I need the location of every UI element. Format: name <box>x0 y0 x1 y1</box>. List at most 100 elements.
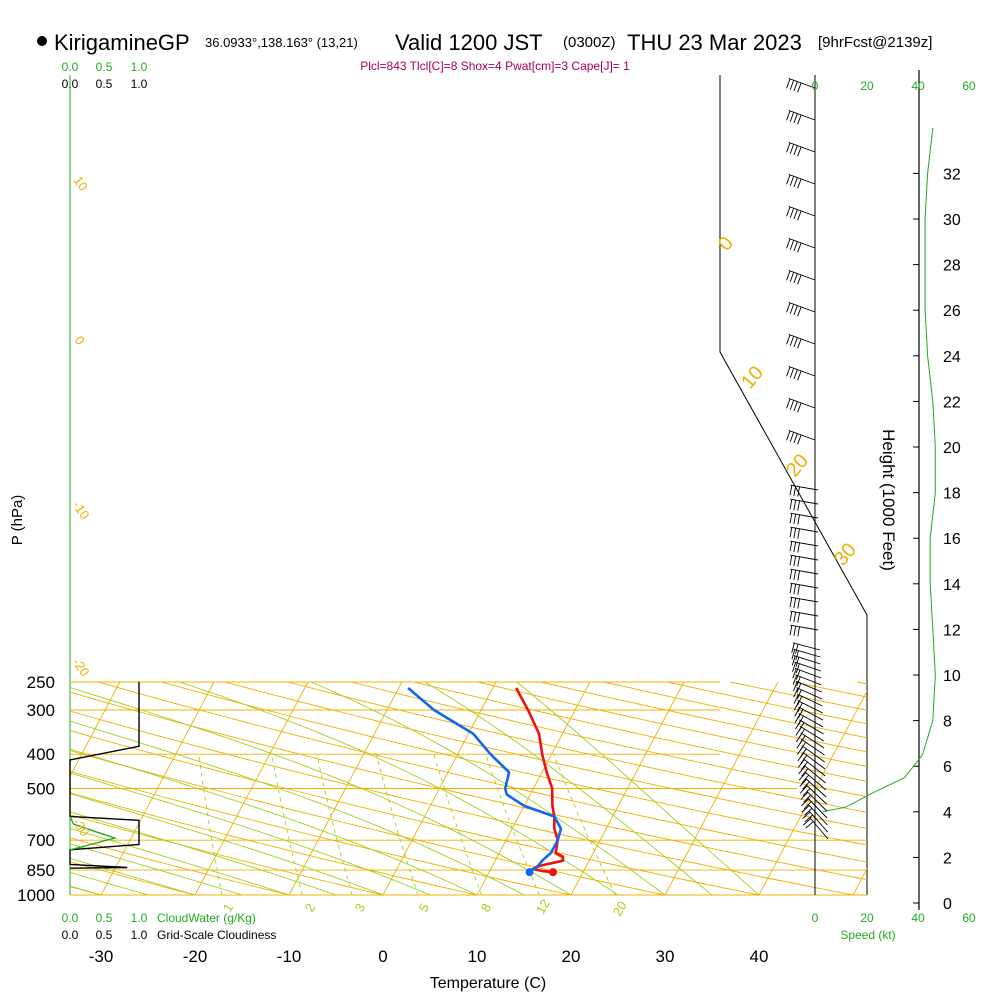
height-tick-label: 6 <box>943 759 952 776</box>
wind-barb-icon <box>809 817 829 840</box>
temperature-tick-labels: -30 -20 -10 0 10 20 30 40 <box>89 947 769 966</box>
wind-barb-icon <box>796 693 823 707</box>
wind-barb-icon <box>788 398 816 409</box>
pressure-tick-label: 400 <box>27 745 55 764</box>
dry-adiabat-line <box>414 681 867 782</box>
wind-barb-icon <box>792 681 798 692</box>
wind-barb-icon <box>798 772 807 781</box>
wind-barb-icon <box>788 366 816 377</box>
cloud-water-trace <box>69 816 118 851</box>
moist-adiabat-line <box>70 811 337 895</box>
wind-barb-icon <box>793 694 799 704</box>
height-tick-label: 26 <box>943 303 961 320</box>
wind-barb-icon <box>790 512 819 519</box>
wind-barb-icon <box>793 81 798 92</box>
cloud-water-tick-bottom: 0.5 <box>96 911 113 925</box>
wind-barb-icon <box>797 402 802 413</box>
speed-tick-bottom: 40 <box>911 911 925 925</box>
wind-barb-icon <box>798 712 824 728</box>
moist-adiabat-line <box>70 793 384 895</box>
wind-barb-icon <box>796 689 802 700</box>
wind-barb-icon <box>797 612 800 623</box>
wind-barb-icon <box>797 82 802 93</box>
isotherm-label: 30 <box>830 539 861 570</box>
wind-barb-icon <box>790 526 819 533</box>
moist-adiabat-line <box>70 720 525 895</box>
station-dot-icon <box>37 36 47 46</box>
wind-barb-icon <box>793 145 798 156</box>
wind-barb-icon <box>793 209 798 220</box>
wind-barb-icon <box>794 661 822 672</box>
pressure-tick-labels: 250 300 400 500 700 850 1000 <box>17 673 55 905</box>
moist-adiabat-line <box>70 748 478 895</box>
wind-barb-icon <box>792 675 798 685</box>
wind-barb-icon <box>789 555 793 566</box>
wind-barb-icon <box>789 336 795 346</box>
wind-barb-icon <box>786 78 791 89</box>
mixing-ratio-label: 8 <box>478 901 495 915</box>
wind-barb-icon <box>795 680 822 693</box>
cloudiness-tick-bottom: 0.0 <box>62 928 79 942</box>
wind-barb-icon <box>797 210 802 221</box>
isotherm-label: 0 <box>714 233 738 256</box>
speed-tick-bottom: 0 <box>812 911 819 925</box>
wind-barb-icon <box>792 662 797 673</box>
pressure-tick-label: 300 <box>27 701 55 720</box>
dry-adiabat-line <box>70 837 290 895</box>
dry-adiabat-line <box>70 691 867 881</box>
height-tick-label: 14 <box>943 577 961 594</box>
cloudiness-tick-bottom: 1.0 <box>131 928 148 942</box>
wind-panel <box>786 70 936 910</box>
wind-barb-icon <box>805 784 827 805</box>
wind-barb-icon <box>794 713 801 723</box>
wind-barb-icon <box>790 554 819 561</box>
wind-barb-icon <box>795 720 801 730</box>
temperature-tick-label: 0 <box>378 947 387 966</box>
skewt-frame <box>69 75 868 895</box>
cloud-traces <box>69 682 140 869</box>
speed-tick-top: 20 <box>860 79 874 93</box>
wind-barb-icon <box>802 811 811 820</box>
wind-barb-icon <box>789 583 793 594</box>
wind-barb-icon <box>794 707 800 717</box>
dry-adiabat-line <box>70 730 760 895</box>
wind-barb-icon <box>807 797 828 819</box>
wind-barb-icon <box>788 430 816 441</box>
wind-barb-icon <box>793 485 797 496</box>
height-tick-label: 30 <box>943 212 961 229</box>
speed-axis-ticks: 0 20 40 60 0 20 40 60 <box>812 79 976 925</box>
wind-barb-icon <box>801 805 810 813</box>
wind-barb-icon <box>808 810 829 833</box>
wind-barb-icon <box>789 499 793 510</box>
mixing-ratio-line <box>316 754 353 895</box>
height-tick-label: 10 <box>943 668 961 685</box>
wind-barb-icon <box>789 368 795 378</box>
wind-barb-icon <box>805 777 827 798</box>
moist-adiabat-line <box>70 871 149 895</box>
wind-barb-icon <box>797 706 824 721</box>
speed-tick-top: 0 <box>812 79 819 93</box>
wind-barb-icon <box>788 110 816 121</box>
mixing-ratio-line <box>271 754 303 895</box>
cloud-water-tick-top: 1.0 <box>131 60 148 74</box>
wind-barb-icon <box>795 644 799 654</box>
moist-adiabat-line <box>70 828 290 895</box>
dewpoint-trace <box>407 687 563 874</box>
wind-barb-icon <box>797 598 800 609</box>
moist-adiabat-line <box>70 857 196 895</box>
wind-barb-icon <box>808 804 828 826</box>
height-tick-label: 0 <box>943 896 952 913</box>
wind-barb-icon <box>790 610 819 617</box>
wind-barb-icon <box>793 569 797 580</box>
wind-barb-icon <box>795 674 822 686</box>
wind-barb-icon <box>801 745 825 763</box>
cloud-water-tick-bottom: 1.0 <box>131 911 148 925</box>
wind-barb-icon <box>804 814 813 822</box>
wind-barb-icon <box>802 751 826 770</box>
wind-barb-icon <box>789 176 795 186</box>
wind-barb-icon <box>790 540 819 547</box>
moist-adiabat-line <box>310 681 666 895</box>
wind-barb-icon <box>786 174 791 185</box>
wind-barb-icon <box>804 771 827 791</box>
wind-barb-icon <box>793 113 798 124</box>
